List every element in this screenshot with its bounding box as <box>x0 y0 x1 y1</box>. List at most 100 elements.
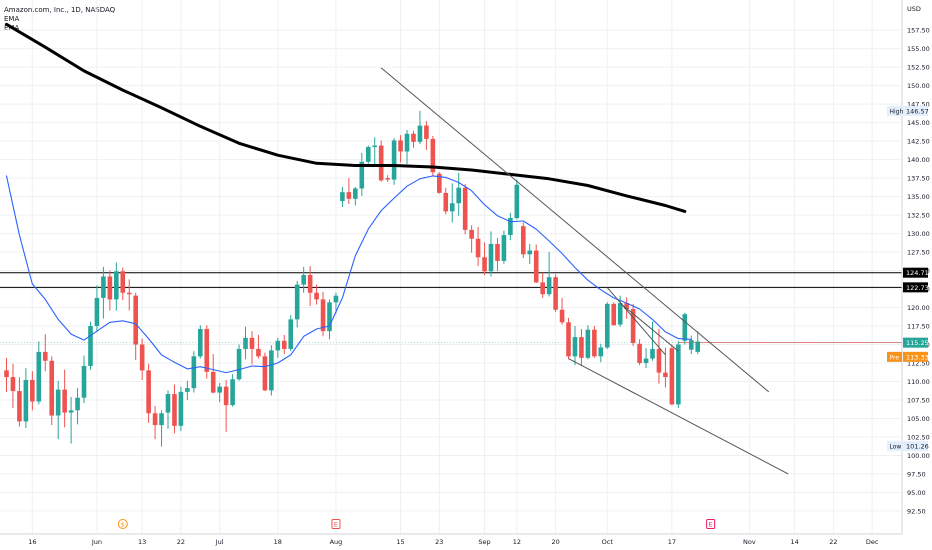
candle-up <box>501 235 507 261</box>
time-tick-label: 16 <box>28 538 36 546</box>
candle-up <box>23 380 29 422</box>
candle-up <box>449 203 455 212</box>
price-tick-label: 127.50 <box>907 249 930 257</box>
candle-down <box>495 243 500 261</box>
candle-down <box>469 229 474 239</box>
time-tick-label: Jul <box>215 538 224 546</box>
candle-up <box>269 350 274 391</box>
ema-legend-1[interactable]: EMA <box>4 15 20 23</box>
candle-up <box>191 356 197 389</box>
candle-up <box>546 277 552 295</box>
price-tick-label: 102.50 <box>907 433 930 441</box>
price-badge <box>903 267 928 278</box>
candle-down <box>566 322 571 357</box>
event-markers[interactable]: $ E E <box>117 519 716 529</box>
candle-up <box>165 394 171 413</box>
price-badge <box>903 106 928 117</box>
candle-down <box>152 413 158 426</box>
price-tick-label: 132.50 <box>907 212 930 220</box>
price-tick-label: 150.00 <box>907 82 930 90</box>
candle-down <box>320 299 326 332</box>
price-badge <box>903 337 928 348</box>
candle-down <box>624 303 629 310</box>
candle-up <box>243 337 248 349</box>
time-tick-label: 22 <box>177 538 185 546</box>
candle-up <box>114 271 119 300</box>
trendline <box>606 287 666 356</box>
candle-down <box>385 178 390 180</box>
candle-down <box>579 337 584 358</box>
candle-up <box>682 314 688 341</box>
trendline <box>619 302 679 352</box>
candle-up <box>353 188 358 199</box>
candle-up <box>527 250 533 255</box>
trendlines[interactable] <box>380 67 789 475</box>
price-tick-label: 120.00 <box>907 304 930 312</box>
event-marker-glyph: $ <box>121 521 125 529</box>
price-tick-label: 142.50 <box>907 138 930 146</box>
price-badge-value: 101.26 <box>906 443 929 451</box>
candle-down <box>262 356 268 391</box>
time-tick-label: 14 <box>790 538 798 546</box>
ema-slow <box>5 22 687 213</box>
time-tick-label: Nov <box>743 538 756 546</box>
ema-fast <box>5 175 692 374</box>
candle-down <box>204 328 210 372</box>
candle-up <box>75 397 80 411</box>
event-marker-glyph: E <box>334 521 338 529</box>
candle-down <box>49 360 55 416</box>
candle-up <box>391 140 397 180</box>
candle-down <box>630 309 636 344</box>
candle-down <box>17 391 22 422</box>
candle-up <box>294 284 300 320</box>
candle-down <box>592 329 597 357</box>
trendline <box>568 358 789 475</box>
price-badge-tag-text: Pre <box>890 354 900 361</box>
price-badge-tag <box>887 106 902 117</box>
candle-down <box>223 386 229 406</box>
candle-down <box>663 372 668 378</box>
candle-down <box>540 282 545 295</box>
candle-up <box>198 328 203 357</box>
candle-up <box>88 326 93 366</box>
price-tick-label: 110.00 <box>907 378 930 386</box>
price-badge-tag <box>887 441 902 452</box>
time-tick-label: 20 <box>551 538 559 546</box>
candle-down <box>307 274 313 293</box>
candle-down <box>256 348 261 357</box>
candle-down <box>656 348 662 373</box>
candle-down <box>210 371 216 393</box>
candle-down <box>424 125 429 139</box>
candle-up <box>55 389 61 416</box>
support-resistance-lines[interactable] <box>0 272 902 288</box>
candle-up <box>159 413 164 426</box>
candle-up <box>650 348 655 359</box>
time-tick-label: 18 <box>274 538 282 546</box>
candle-up <box>327 302 332 332</box>
price-badge <box>903 351 928 362</box>
trendline <box>380 67 770 393</box>
time-tick-label: 17 <box>668 538 676 546</box>
candle-down <box>669 348 675 405</box>
chart-title: Amazon.com, Inc., 1D, NASDAQ <box>4 6 116 14</box>
price-badge-value: 122.73 <box>906 284 929 292</box>
time-tick-label: Aug <box>330 538 343 546</box>
candle-down <box>281 340 287 349</box>
time-axis[interactable]: 16 Jun 13 22 Jul 18 Aug 15 23 Sep 12 20 Oct 17 Nov 14 22… <box>28 538 879 546</box>
price-badge-tag <box>887 351 902 362</box>
candle-up <box>81 365 87 398</box>
price-axis[interactable]: 92.50 95.00 97.50 100.00 102.50 105.00 107.50 1… <box>907 5 930 515</box>
dividend-marker <box>117 519 128 529</box>
price-badge-value: 115.25 <box>906 339 929 347</box>
candle-up <box>404 133 410 152</box>
time-tick-label: Oct <box>602 538 614 546</box>
time-tick-label: 13 <box>138 538 146 546</box>
price-tick-label: 135.00 <box>907 193 930 201</box>
candle-down <box>120 271 126 293</box>
candle-down <box>172 394 177 426</box>
price-tick-label: 152.50 <box>907 64 930 72</box>
candle-up <box>372 145 378 148</box>
time-tick-label: Dec <box>866 538 879 546</box>
time-tick-label: 23 <box>435 538 443 546</box>
